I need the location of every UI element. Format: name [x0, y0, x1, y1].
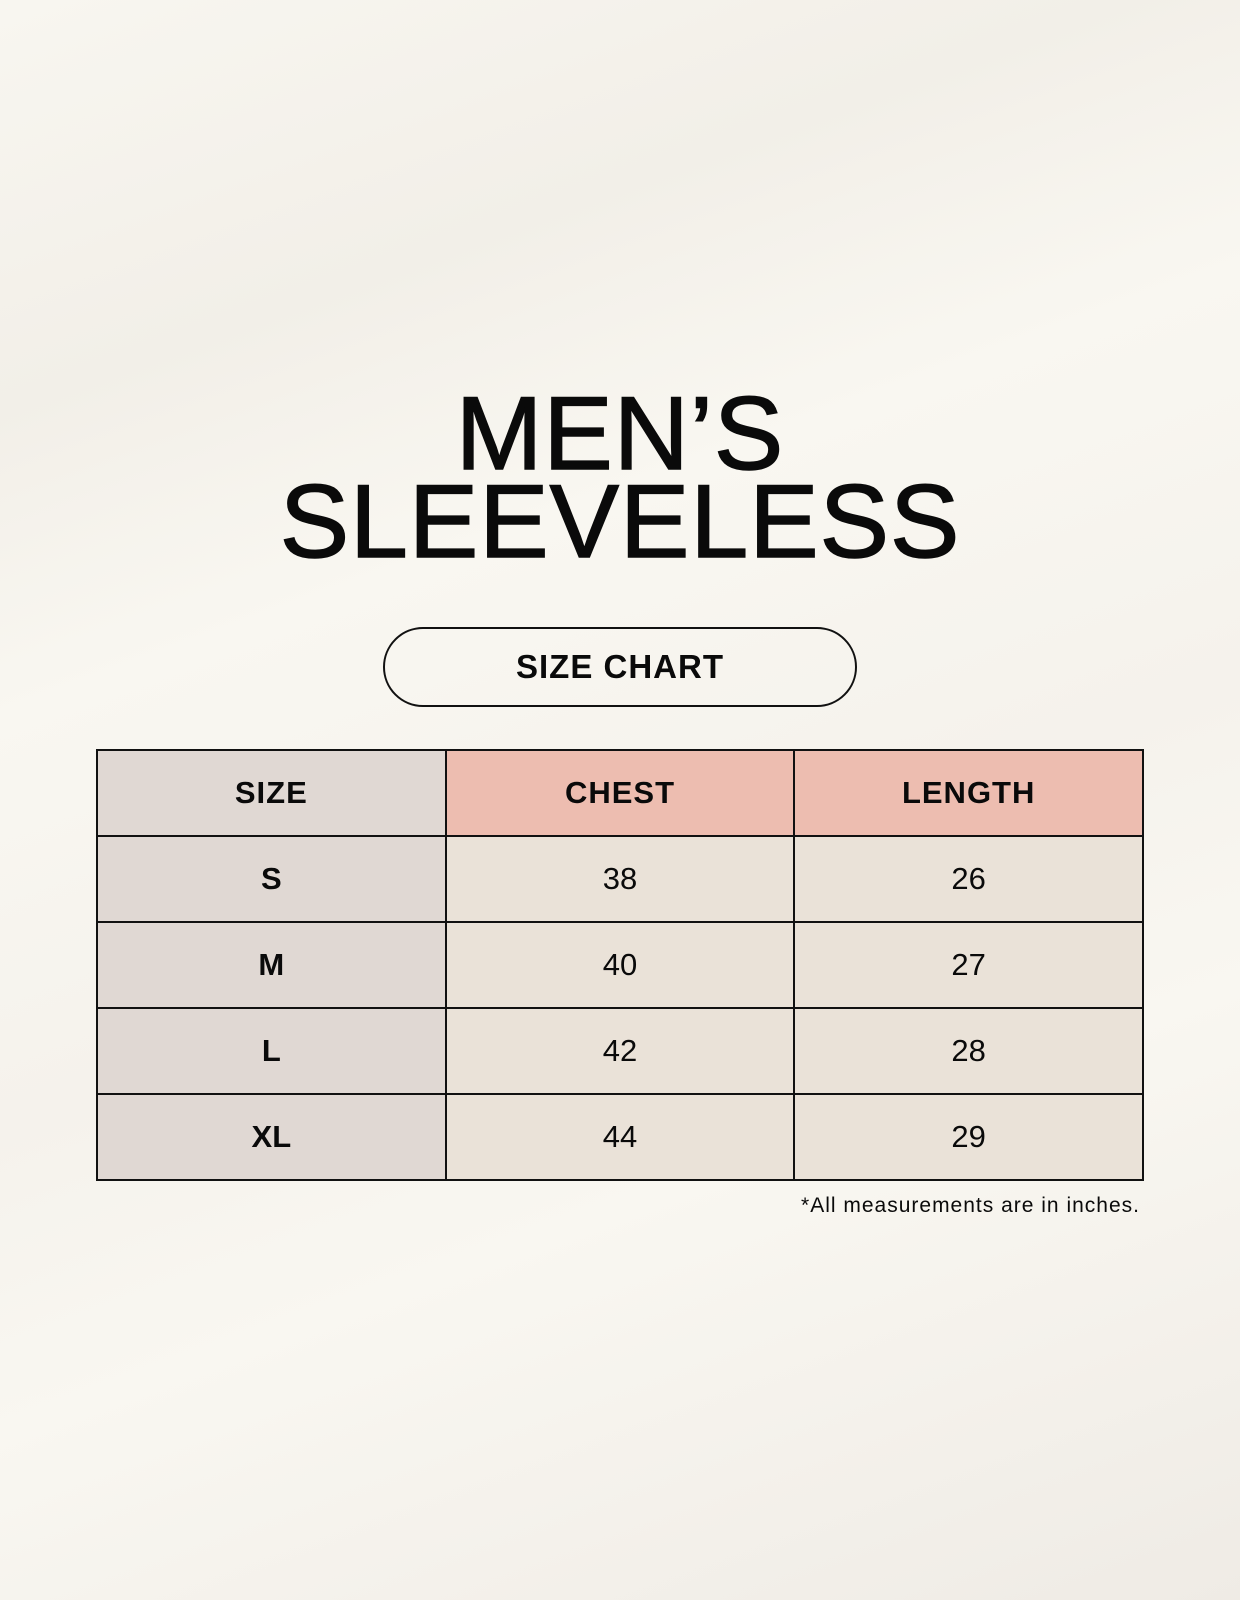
size-cell: XL [96, 1093, 447, 1181]
size-cell: L [96, 1007, 447, 1095]
size-cell: M [96, 921, 447, 1009]
length-cell: 27 [793, 921, 1144, 1009]
table-row: S 38 26 [96, 835, 1144, 923]
header-length: LENGTH [793, 749, 1144, 837]
length-cell: 28 [793, 1007, 1144, 1095]
header-size: SIZE [96, 749, 447, 837]
chest-cell: 42 [444, 1007, 796, 1095]
measurement-note: *All measurements are in inches. [801, 1194, 1140, 1217]
page-title: MEN’S SLEEVELESS [0, 376, 1240, 580]
table-row: XL 44 29 [96, 1093, 1144, 1181]
chest-cell: 44 [444, 1093, 796, 1181]
title-line-2: SLEEVELESS [279, 464, 961, 580]
length-cell: 29 [793, 1093, 1144, 1181]
size-cell: S [96, 835, 447, 923]
table-header-row: SIZE CHEST LENGTH [96, 749, 1144, 837]
chest-cell: 40 [444, 921, 796, 1009]
length-cell: 26 [793, 835, 1144, 923]
table-row: L 42 28 [96, 1007, 1144, 1095]
title-line-1: MEN’S [455, 376, 785, 492]
size-table: SIZE CHEST LENGTH S 38 26 M 40 27 L 42 2… [96, 749, 1144, 1181]
header-chest: CHEST [444, 749, 796, 837]
chest-cell: 38 [444, 835, 796, 923]
table-row: M 40 27 [96, 921, 1144, 1009]
size-chart-label: SIZE CHART [383, 627, 857, 707]
